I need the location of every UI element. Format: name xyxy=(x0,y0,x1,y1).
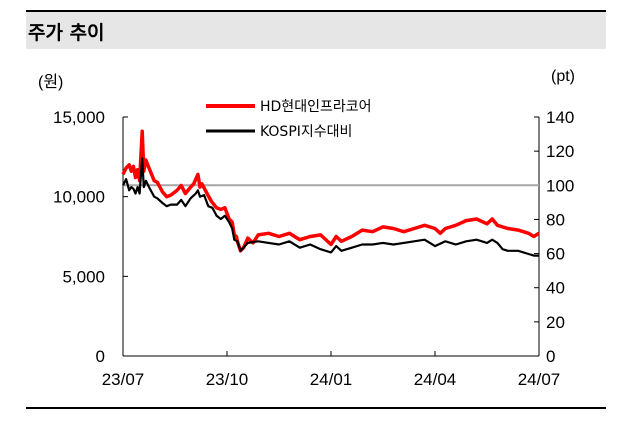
right-tick-label: 40 xyxy=(546,279,565,298)
x-tick-label: 23/07 xyxy=(102,370,145,389)
x-tick-label: 24/07 xyxy=(518,370,561,389)
right-tick-label: 0 xyxy=(546,347,555,366)
legend-label: HD현대인프라코어 xyxy=(260,99,371,115)
x-tick-label: 24/04 xyxy=(414,370,457,389)
chart-title: 주가 추이 xyxy=(28,22,105,44)
x-tick-label: 24/01 xyxy=(310,370,353,389)
left-tick-label: 5,000 xyxy=(62,267,105,286)
left-tick-label: 15,000 xyxy=(53,108,105,127)
right-tick-label: 100 xyxy=(546,176,574,195)
right-axis-unit: (pt) xyxy=(551,68,575,85)
series-line-2 xyxy=(122,157,539,257)
series-line-1 xyxy=(121,129,540,253)
left-axis-unit: (원) xyxy=(38,74,64,91)
right-tick-label: 80 xyxy=(546,210,565,229)
right-tick-label: 120 xyxy=(546,142,574,161)
legend-label: KOSPI지수대비 xyxy=(260,124,352,140)
x-tick-label: 23/10 xyxy=(206,370,249,389)
bottom-rule xyxy=(26,407,606,409)
right-tick-label: 20 xyxy=(546,313,565,332)
left-tick-label: 10,000 xyxy=(53,188,105,207)
right-tick-label: 60 xyxy=(546,245,565,264)
left-tick-label: 0 xyxy=(96,347,105,366)
right-tick-label: 140 xyxy=(546,108,574,127)
title-bar: 주가 추이 xyxy=(26,12,606,49)
top-rule xyxy=(26,10,606,12)
